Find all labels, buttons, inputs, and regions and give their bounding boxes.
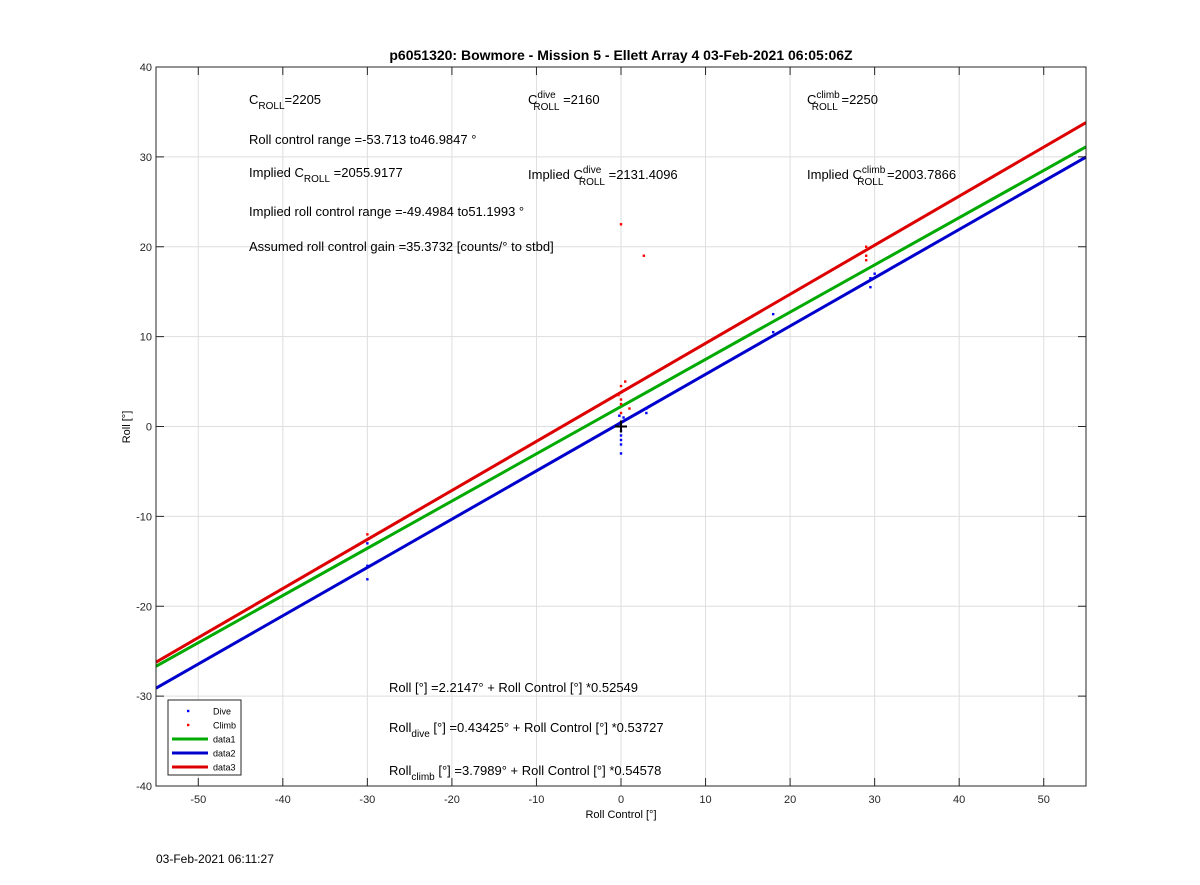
y-tick-label: 40 [140, 62, 152, 74]
dive-point [771, 330, 775, 334]
fit-line-data3 [155, 121, 1087, 664]
y-tick-label: 30 [140, 152, 152, 164]
climb-point [864, 254, 868, 257]
y-tick-label: -20 [136, 601, 152, 613]
y-axis-label: Roll [°] [121, 411, 133, 444]
annotation-fit-all: Roll [°] =2.2147° + Roll Control [°] *0.… [389, 680, 638, 695]
annotation-c-roll: CROLL=2205 [249, 92, 321, 112]
dive-point [619, 434, 623, 437]
dive-point [771, 312, 775, 316]
chart-title: p6051320: Bowmore - Mission 5 - Ellett A… [389, 47, 853, 63]
legend: Dive Climb data1 data2 data3 [167, 699, 242, 776]
y-tick-label: 10 [140, 332, 152, 344]
climb-point [619, 223, 623, 226]
legend-label-data1: data1 [213, 735, 236, 745]
annotation-implied-c-roll: Implied CROLL =2055.9177 [249, 165, 403, 185]
dive-point [869, 277, 872, 280]
x-tick-label: 30 [869, 794, 881, 806]
annotation-c-roll-climb: Cclimb ROLL =2250 [807, 90, 878, 113]
dive-point [366, 578, 369, 581]
legend-marker-climb [187, 723, 190, 727]
dive-point [645, 411, 648, 415]
x-tick-label: -30 [359, 794, 375, 806]
dive-point [869, 285, 872, 289]
annotation-implied-c-roll-climb: Implied Cclimb ROLL =2003.7866 [807, 165, 956, 188]
y-tick-label: 0 [146, 422, 152, 434]
legend-label-data2: data2 [213, 749, 236, 759]
x-tick-label: -50 [190, 794, 206, 806]
data-points [366, 223, 876, 581]
x-tick-label: 10 [699, 794, 711, 806]
climb-point [619, 398, 623, 401]
dive-point [366, 542, 369, 545]
annotation-roll-range: Roll control range =-53.713 to46.9847 ° [249, 132, 476, 147]
climb-point [622, 389, 625, 392]
x-tick-label: -10 [529, 794, 545, 806]
climb-point [619, 411, 623, 415]
dive-point [622, 416, 625, 419]
legend-label-climb: Climb [213, 721, 236, 731]
climb-point [642, 254, 646, 257]
climb-point [864, 259, 868, 262]
fit-line-data1 [155, 145, 1087, 668]
y-tick-label: -40 [136, 781, 152, 793]
y-tick-label: -30 [136, 691, 152, 703]
legend-label-dive: Dive [213, 707, 231, 717]
climb-point [619, 402, 623, 406]
annotation-implied-range: Implied roll control range =-49.4984 to5… [249, 204, 524, 219]
legend-label-data3: data3 [213, 763, 236, 773]
x-tick-label: -20 [444, 794, 460, 806]
annotation-implied-c-roll-dive: Implied Cdive ROLL =2131.4096 [528, 165, 678, 188]
x-tick-label: 40 [953, 794, 965, 806]
climb-point [624, 380, 627, 383]
dive-point [618, 414, 621, 417]
axis-ticks: -50 -40 -30 -20 -10 0 10 20 30 40 50 -40 -30 -20 -10 0 1… [136, 62, 1086, 806]
annotation-c-roll-dive: Cdive ROLL =2160 [528, 90, 600, 113]
annotation-fit-climb: Rollclimb [°] =3.7989° + Roll Control [°… [389, 763, 661, 783]
footer-timestamp: 03-Feb-2021 06:11:27 [156, 852, 274, 866]
climb-point [628, 407, 631, 410]
climb-point [864, 245, 868, 248]
dive-point [873, 272, 876, 275]
x-tick-label: 50 [1038, 794, 1050, 806]
x-tick-label: -40 [275, 794, 291, 806]
legend-marker-dive [187, 709, 190, 713]
dive-point [645, 407, 648, 410]
dive-point [366, 564, 369, 568]
climb-point [617, 393, 620, 397]
climb-point [619, 384, 623, 388]
dive-point [619, 438, 623, 442]
y-tick-label: -10 [136, 511, 152, 523]
x-axis-label: Roll Control [°] [585, 809, 656, 821]
climb-point [366, 533, 369, 536]
y-tick-label: 20 [140, 242, 152, 254]
annotation-fit-dive: Rolldive [°] =0.43425° + Roll Control [°… [389, 720, 664, 740]
x-tick-label: 20 [784, 794, 796, 806]
dive-point [619, 452, 623, 455]
annotation-gain: Assumed roll control gain =35.3732 [coun… [249, 239, 554, 254]
x-tick-label: 0 [618, 794, 624, 806]
dive-point [619, 443, 623, 446]
annotations: CROLL=2205 Cdive ROLL =2160 Cclimb ROLL =225… [249, 90, 956, 783]
